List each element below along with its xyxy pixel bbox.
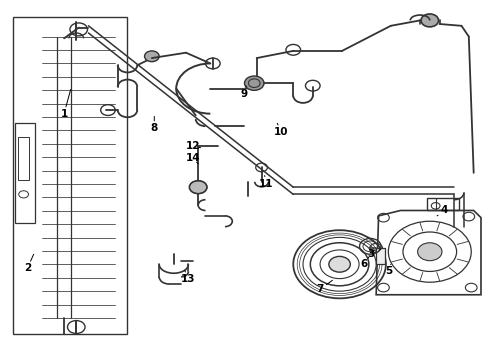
Text: 9: 9 [241,89,247,99]
Text: 3: 3 [367,248,374,258]
Bar [15,123,35,223]
Text: 14: 14 [185,153,200,163]
Text: 1: 1 [61,109,67,119]
Text: 7: 7 [316,284,323,294]
Bar [13,17,127,334]
Text: 11: 11 [259,179,273,189]
Text: 2: 2 [24,263,31,273]
Text: 8: 8 [150,123,158,133]
Circle shape [420,14,438,27]
Circle shape [144,51,159,62]
Text: 4: 4 [440,206,447,216]
Text: 6: 6 [360,259,367,269]
Circle shape [328,256,349,272]
Bar [375,248,384,264]
Bar [427,198,458,211]
Bar [18,137,29,180]
Text: 13: 13 [181,274,195,284]
Text: 10: 10 [273,127,288,136]
Text: 12: 12 [185,141,200,151]
Circle shape [189,181,206,194]
Circle shape [244,76,264,90]
Circle shape [417,243,441,261]
Text: 5: 5 [384,266,391,276]
